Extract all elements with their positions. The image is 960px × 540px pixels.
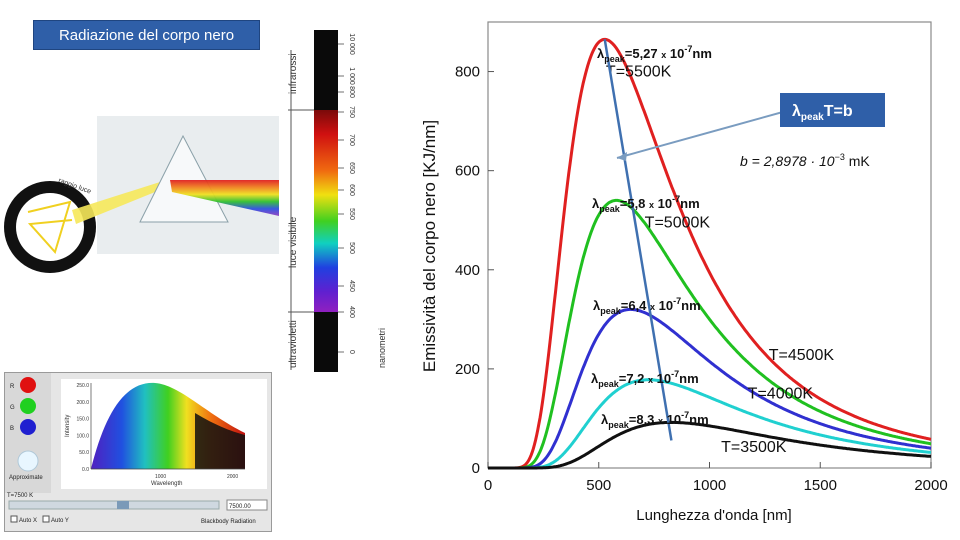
dispersed-spectrum — [170, 180, 279, 216]
x-axis-label: Lunghezza d'onda [nm] — [636, 507, 791, 524]
nanometer-label: nanometri — [377, 328, 387, 368]
green-swatch — [20, 398, 36, 414]
y-tick-label: 800 — [455, 64, 480, 81]
visible-band — [314, 110, 338, 312]
auto-y-label: Auto Y — [51, 518, 69, 524]
spectrum-tick-label: 550 — [348, 208, 355, 220]
peak-annotations: λpeak=5,27 x 10-7nm λpeak=5,8 x 10-7nm λpe… — [591, 44, 712, 430]
wien-constant: b = 2,8978 · 10−3 mK — [740, 152, 870, 169]
y-tick-label: 200 — [455, 361, 480, 378]
series-label: T=5000K — [645, 215, 711, 232]
peak-annotation: λpeak=7,2 x 10-7nm — [591, 369, 699, 389]
peak-annotation: λpeak=6,4 x 10-7nm — [593, 296, 701, 316]
sim-y-ticks: 250.0 200.0 150.0 100.0 50.0 0.0 — [76, 383, 89, 473]
wien-arrow — [616, 109, 791, 159]
y-tick-label: 400 — [455, 262, 480, 279]
light-beam — [72, 182, 160, 224]
sim-y-label: Intensity — [65, 415, 71, 437]
blackbody-simulator: R G B Approximate T=7500 K 250.0 200.0 150… — [4, 372, 272, 532]
spectrum-tick-label: 800 — [348, 86, 355, 98]
swatch-label-b: B — [10, 426, 14, 432]
sim-infrared-fill — [195, 413, 245, 469]
sim-xtick: 2000 — [227, 474, 238, 480]
spectrum-tick-label: 10 000 — [348, 33, 355, 55]
blackbody-cavity — [16, 193, 84, 261]
auto-y-checkbox[interactable] — [42, 515, 50, 523]
series-label: T=4000K — [748, 386, 814, 403]
temperature-input[interactable] — [226, 499, 268, 511]
series-lines — [488, 37, 932, 470]
sim-ytick: 100.0 — [76, 433, 89, 439]
spectrum-tick-label: 600 — [348, 184, 355, 196]
series-line-3 — [488, 307, 932, 470]
approx-color-swatch — [17, 450, 39, 472]
temperature-slider[interactable] — [8, 500, 220, 510]
prism — [139, 134, 229, 223]
series-line-5 — [488, 420, 932, 470]
axis-ticks: 0 500 1000 1500 2000 0 200 400 600 800 — [455, 64, 948, 494]
peak-annotation: λpeak=8,3 x 10-7nm — [601, 410, 709, 430]
spectrum-tick-label: 650 — [348, 162, 355, 174]
slide-title: Radiazione del corpo nero — [34, 21, 259, 49]
series-labels: T=5500K T=5000K T=4500K T=4000K T=3500K — [606, 64, 835, 457]
x-tick-label: 0 — [484, 477, 492, 494]
x-tick-label: 2000 — [914, 477, 947, 494]
internal-rays — [27, 200, 73, 254]
sim-ytick: 200.0 — [76, 400, 89, 406]
wien-arrow-head — [617, 152, 627, 161]
series-label: T=5500K — [606, 64, 672, 81]
wien-law-text: λpeakT=b — [792, 103, 853, 123]
y-axis-label: Emissività del corpo nero [KJ/nm] — [420, 120, 439, 372]
series-line-2 — [488, 198, 932, 470]
spectrum-tick-label: 750 — [348, 106, 355, 118]
peak-annotation: λpeak=5,27 x 10-7nm — [597, 44, 712, 64]
sim-ytick: 50.0 — [79, 450, 89, 456]
sim-x-label: Wavelength — [151, 481, 182, 487]
wien-peak-line — [603, 39, 673, 441]
simulator-canvas: R G B Approximate T=7500 K 250.0 200.0 150… — [5, 373, 268, 525]
approx-label: Approximate — [9, 475, 43, 481]
sim-ytick: 0.0 — [82, 467, 89, 473]
swatch-label-g: G — [10, 405, 15, 411]
spectrum-tick-label: 400 — [348, 306, 355, 318]
wien-law-box — [780, 93, 885, 127]
temperature-input-value: 7500.00 — [229, 504, 251, 510]
temperature-label: T=7500 K — [7, 493, 33, 499]
series-label: T=3500K — [721, 439, 787, 456]
red-swatch — [20, 377, 36, 393]
spectrum-tick-label: 0 — [348, 350, 355, 354]
swatch-label-r: R — [10, 384, 15, 390]
prism-diagram: raggio luce — [4, 116, 279, 273]
sim-ytick: 250.0 — [76, 383, 89, 389]
sim-footer-title: Blackbody Radiation — [201, 519, 256, 525]
x-tick-label: 1500 — [804, 477, 837, 494]
x-tick-label: 500 — [586, 477, 611, 494]
sim-ytick: 150.0 — [76, 417, 89, 423]
ultraviolet-band — [314, 312, 338, 372]
slider-handle[interactable] — [117, 501, 129, 509]
spectrum-tick-label: 700 — [348, 134, 355, 146]
y-tick-label: 0 — [472, 460, 480, 477]
x-tick-label: 1000 — [693, 477, 726, 494]
series-label: T=4500K — [769, 347, 835, 364]
ultraviolet-label: ultravioletti — [288, 320, 299, 368]
visible-label: luce visibile — [288, 216, 299, 268]
auto-x-label: Auto X — [19, 518, 37, 524]
spectrum-bar: infrarossi luce visibile ultravioletti 1… — [288, 30, 387, 372]
spectrum-tick-label: 1 000 — [348, 67, 355, 85]
spectrum-tick-label: 450 — [348, 280, 355, 292]
infrared-label: infrarossi — [288, 53, 299, 94]
blue-swatch — [20, 419, 36, 435]
sim-xtick: 1000 — [155, 474, 166, 480]
y-tick-label: 600 — [455, 163, 480, 180]
auto-x-checkbox[interactable] — [10, 515, 18, 523]
series-line-4 — [488, 378, 932, 470]
infrared-band — [314, 30, 338, 110]
spectrum-tick-label: 500 — [348, 242, 355, 254]
series-line-1 — [488, 37, 932, 470]
peak-annotation: λpeak=5,8 x 10-7nm — [592, 194, 700, 214]
